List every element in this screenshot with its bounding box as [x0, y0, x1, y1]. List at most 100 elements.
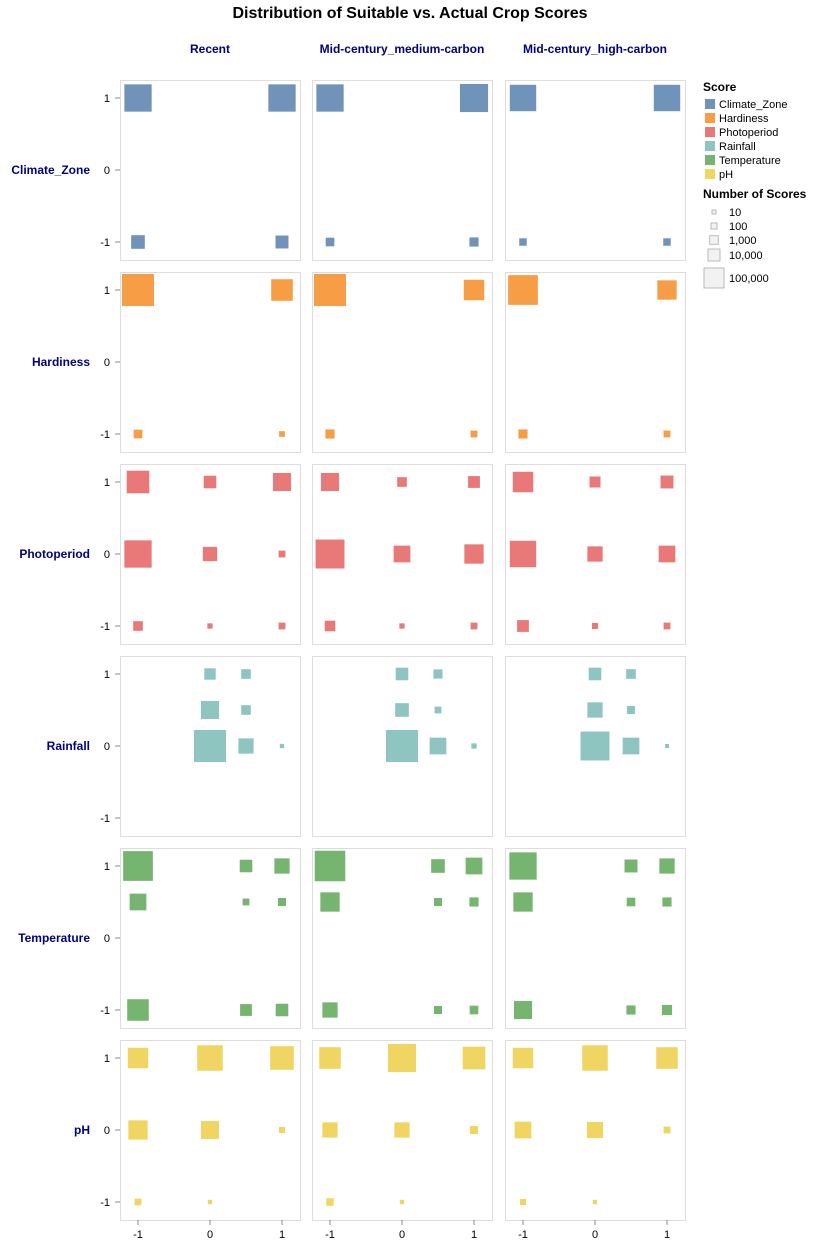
data-square — [394, 1122, 410, 1138]
x-tick-label: -1 — [325, 1229, 335, 1241]
data-square — [207, 623, 213, 629]
panel-temperature-mid-century-medium-carbon — [312, 848, 493, 1029]
data-square — [240, 1004, 252, 1016]
panel-ph-recent — [120, 1040, 301, 1221]
data-square — [268, 84, 296, 112]
y-tick-label: 0 — [104, 1125, 110, 1137]
y-tick-label: 0 — [104, 165, 110, 177]
data-square — [661, 1004, 673, 1016]
data-square — [278, 1126, 286, 1134]
data-square — [128, 1120, 148, 1140]
data-square — [434, 706, 442, 714]
y-tick-label: -1 — [100, 621, 110, 633]
data-square — [242, 898, 250, 906]
size-legend-item-10: 10 — [711, 207, 741, 219]
data-square — [509, 84, 537, 112]
legend-label: Rainfall — [719, 141, 756, 153]
data-square — [200, 700, 220, 720]
data-square — [622, 737, 640, 755]
data-square — [271, 279, 293, 301]
column-header-recent: Recent — [190, 42, 230, 56]
data-square — [653, 84, 681, 112]
data-square — [238, 738, 254, 754]
data-square — [124, 540, 152, 568]
data-square — [127, 999, 149, 1021]
data-square — [658, 545, 676, 563]
data-square — [325, 429, 335, 439]
y-tick-label: -1 — [100, 429, 110, 441]
x-axis: -1 0 1 -1 0 1 -1 0 1 — [133, 1220, 670, 1241]
color-legend-item-temperature: Temperature — [705, 155, 781, 167]
y-tick-label: 1 — [104, 669, 110, 681]
size-legend-item-100: 100 — [710, 221, 747, 233]
data-square — [272, 472, 292, 492]
data-square — [665, 744, 669, 748]
facet-row-hardiness: Hardiness 1 0 -1 — [32, 272, 686, 453]
panel-ph-mid-century-medium-carbon — [312, 1040, 493, 1221]
data-square — [659, 858, 675, 874]
color-legend-item-ph: pH — [705, 169, 733, 181]
panel-photoperiod-mid-century-high-carbon — [505, 464, 686, 645]
legend-label: Temperature — [719, 155, 781, 167]
data-square — [326, 1198, 334, 1206]
data-square — [663, 1126, 671, 1134]
panel-frame — [120, 272, 301, 453]
column-header-mid-century-medium-carbon: Mid-century_medium-carbon — [320, 42, 485, 56]
x-tick-label: 0 — [592, 1229, 598, 1241]
legend-label: pH — [719, 169, 733, 181]
data-square — [582, 1045, 608, 1071]
x-tick-label: 0 — [399, 1229, 405, 1241]
panel-climate-zone-mid-century-high-carbon — [505, 80, 686, 261]
chart-title: Distribution of Suitable vs. Actual Crop… — [232, 5, 587, 22]
row-header-photoperiod: Photoperiod — [19, 547, 90, 561]
legend-label: 10 — [729, 207, 741, 219]
data-square — [471, 743, 477, 749]
panel-temperature-recent — [120, 848, 301, 1029]
y-tick-label: 1 — [104, 285, 110, 297]
data-square — [469, 897, 479, 907]
panel-temperature-mid-century-high-carbon — [505, 848, 686, 1029]
y-tick-label: 1 — [104, 1053, 110, 1065]
data-square — [508, 275, 538, 305]
data-square — [315, 539, 345, 569]
data-square — [277, 897, 287, 907]
size-legend-item-10-000: 10,000 — [707, 248, 763, 262]
data-square — [320, 892, 340, 912]
data-square — [274, 858, 290, 874]
y-tick-label: 0 — [104, 549, 110, 561]
data-square — [314, 850, 346, 882]
data-square — [469, 1005, 479, 1015]
y-tick-label: -1 — [100, 813, 110, 825]
data-square — [322, 1002, 338, 1018]
facet-row-rainfall: Rainfall 1 0 -1 — [47, 656, 686, 837]
legend-swatch — [705, 155, 715, 165]
y-tick-label: -1 — [100, 237, 110, 249]
legend-size-square — [707, 248, 721, 262]
row-header-climate-zone: Climate_Zone — [11, 163, 90, 177]
data-square — [279, 743, 285, 749]
data-square — [397, 477, 407, 487]
row-header-rainfall: Rainfall — [47, 739, 90, 753]
data-square — [387, 1043, 417, 1073]
column-header-mid-century-high-carbon: Mid-century_high-carbon — [523, 42, 667, 56]
panels-layer: Recent Mid-century_medium-carbon Mid-centu… — [11, 42, 686, 1241]
data-square — [314, 274, 346, 306]
data-square — [129, 893, 147, 911]
data-square — [470, 430, 478, 438]
panel-climate-zone-mid-century-medium-carbon — [312, 80, 493, 261]
data-square — [512, 471, 534, 493]
color-legend-item-climate-zone: Climate_Zone — [705, 99, 787, 111]
legend-swatch — [705, 127, 715, 137]
data-square — [589, 476, 601, 488]
legend-label: 100 — [729, 221, 747, 233]
panel-rainfall-mid-century-medium-carbon — [312, 656, 493, 837]
data-square — [433, 897, 443, 907]
data-square — [626, 897, 636, 907]
data-square — [660, 475, 674, 489]
data-square — [626, 705, 636, 715]
data-square — [519, 238, 527, 246]
y-tick-label: 0 — [104, 933, 110, 945]
x-tick-label: 1 — [664, 1229, 670, 1241]
data-square — [207, 1199, 213, 1205]
facet-row-ph: pH 1 0 -1 — [74, 1040, 686, 1221]
